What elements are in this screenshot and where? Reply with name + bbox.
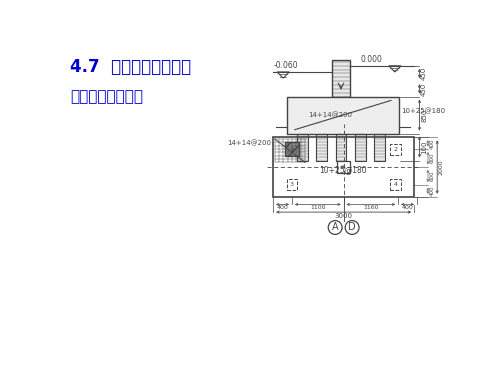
Bar — [355, 134, 366, 160]
Bar — [285, 142, 299, 156]
Bar — [338, 161, 350, 173]
Bar — [374, 134, 385, 160]
Bar — [390, 144, 400, 154]
Text: 850: 850 — [421, 108, 427, 122]
Bar — [287, 97, 399, 134]
Bar — [273, 137, 414, 197]
Text: 3000: 3000 — [334, 213, 352, 219]
Bar — [286, 180, 298, 190]
Bar — [286, 144, 298, 154]
Text: 4.7  桩的平面布置原则: 4.7 桩的平面布置原则 — [70, 58, 191, 76]
Bar — [390, 180, 400, 190]
Bar — [332, 60, 350, 97]
Text: 2000: 2000 — [438, 159, 444, 175]
Text: 1100: 1100 — [310, 205, 326, 210]
Text: 400: 400 — [430, 186, 434, 196]
Text: 1: 1 — [290, 147, 294, 152]
Text: 1160: 1160 — [363, 205, 378, 210]
Bar — [336, 134, 346, 160]
Text: 450: 450 — [421, 82, 427, 96]
Text: 400: 400 — [402, 205, 413, 210]
Text: 14∔14@200: 14∔14@200 — [228, 140, 272, 146]
Text: 400: 400 — [430, 138, 434, 148]
Text: 桩的平面布置实例: 桩的平面布置实例 — [70, 89, 143, 104]
Text: 450: 450 — [421, 67, 427, 80]
Text: D: D — [348, 222, 356, 232]
Text: 400: 400 — [276, 205, 288, 210]
Text: 2: 2 — [394, 147, 398, 152]
Text: 14∔14@200: 14∔14@200 — [308, 112, 352, 118]
Text: A: A — [332, 222, 338, 232]
Text: 4: 4 — [394, 182, 398, 188]
Text: 10∔25@180: 10∔25@180 — [319, 165, 366, 174]
Text: 100: 100 — [421, 140, 427, 154]
Text: 10∔25@180: 10∔25@180 — [401, 108, 445, 114]
Text: 600: 600 — [430, 153, 434, 164]
Text: 600: 600 — [430, 171, 434, 181]
Bar — [297, 134, 308, 160]
Text: 3: 3 — [290, 182, 294, 188]
Text: 0.000: 0.000 — [360, 55, 382, 64]
Text: -0.060: -0.060 — [274, 62, 298, 70]
Bar — [316, 134, 327, 160]
Text: 5: 5 — [342, 165, 345, 170]
